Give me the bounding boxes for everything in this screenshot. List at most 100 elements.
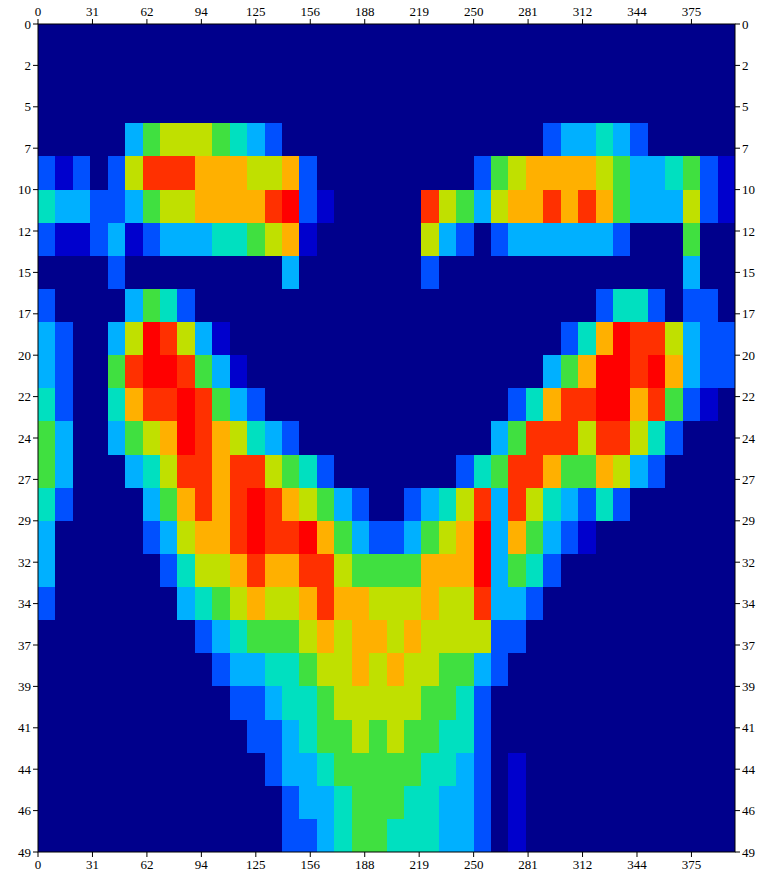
cell: [230, 156, 248, 190]
cell: [143, 653, 161, 687]
cell: [195, 488, 213, 522]
cell: [630, 256, 648, 290]
cell: [404, 421, 422, 455]
cell: [55, 620, 73, 654]
cell: [195, 686, 213, 720]
cell: [456, 620, 474, 654]
cell: [125, 819, 143, 852]
cell: [90, 819, 108, 852]
cell: [212, 256, 230, 290]
cell: [508, 289, 526, 323]
cell: [578, 388, 596, 422]
cell: [90, 421, 108, 455]
cell: [718, 455, 735, 489]
cell: [630, 753, 648, 787]
cell: [334, 90, 352, 124]
cell: [73, 521, 91, 555]
cell: [700, 355, 718, 389]
cell: [474, 554, 492, 588]
cell: [247, 421, 265, 455]
cell: [317, 421, 335, 455]
cell: [526, 24, 544, 58]
cell: [212, 587, 230, 621]
cell: [369, 256, 387, 290]
cell: [474, 24, 492, 58]
cell: [718, 819, 735, 852]
cell: [55, 24, 73, 58]
cell: [421, 388, 439, 422]
y-tick-label-left: 37: [18, 638, 32, 653]
cell: [596, 355, 614, 389]
cell: [630, 190, 648, 224]
cell: [700, 786, 718, 820]
cell: [212, 24, 230, 58]
y-tick-left: [33, 106, 38, 107]
cell: [265, 421, 283, 455]
cell: [561, 90, 579, 124]
cell: [38, 753, 56, 787]
cell: [578, 24, 596, 58]
cell: [648, 786, 666, 820]
y-tick-right: [735, 438, 740, 439]
cell: [212, 753, 230, 787]
cell: [282, 554, 300, 588]
cell: [456, 819, 474, 852]
cell: [491, 355, 509, 389]
x-tick-top: [38, 19, 39, 24]
cell: [491, 653, 509, 687]
x-tick-top: [255, 19, 256, 24]
cell: [143, 355, 161, 389]
cell: [718, 488, 735, 522]
cell: [55, 123, 73, 157]
cell: [143, 521, 161, 555]
cell: [439, 355, 457, 389]
x-tick-top: [310, 19, 311, 24]
cell: [247, 388, 265, 422]
cell: [230, 388, 248, 422]
y-tick-label-left: 2: [25, 58, 32, 73]
cell: [474, 190, 492, 224]
cell: [613, 355, 631, 389]
cell: [526, 753, 544, 787]
y-tick-right: [735, 231, 740, 232]
cell: [212, 388, 230, 422]
cell: [561, 620, 579, 654]
cell: [543, 554, 561, 588]
cell: [578, 455, 596, 489]
plot-frame: [38, 24, 735, 852]
cell: [177, 388, 195, 422]
y-tick-left: [33, 189, 38, 190]
cell: [212, 322, 230, 356]
y-tick-label-left: 0: [25, 17, 32, 32]
cell: [160, 57, 178, 91]
y-tick-label-right: 12: [742, 224, 755, 239]
cell: [526, 488, 544, 522]
cell: [718, 786, 735, 820]
cell: [421, 720, 439, 754]
cell: [334, 620, 352, 654]
y-tick-left: [33, 272, 38, 273]
cell: [143, 289, 161, 323]
cell: [38, 24, 56, 58]
cell: [212, 720, 230, 754]
cell: [387, 322, 405, 356]
cell: [596, 753, 614, 787]
cell: [352, 554, 370, 588]
cell: [352, 587, 370, 621]
cell: [212, 190, 230, 224]
cell: [596, 256, 614, 290]
cell: [160, 24, 178, 58]
cell: [456, 421, 474, 455]
cell: [230, 421, 248, 455]
cell: [718, 686, 735, 720]
cell: [90, 223, 108, 257]
cell: [177, 686, 195, 720]
cell: [299, 123, 317, 157]
cell: [561, 587, 579, 621]
cell: [439, 90, 457, 124]
cell: [596, 521, 614, 555]
cell: [38, 686, 56, 720]
cell: [317, 455, 335, 489]
cell: [596, 421, 614, 455]
cell: [421, 686, 439, 720]
